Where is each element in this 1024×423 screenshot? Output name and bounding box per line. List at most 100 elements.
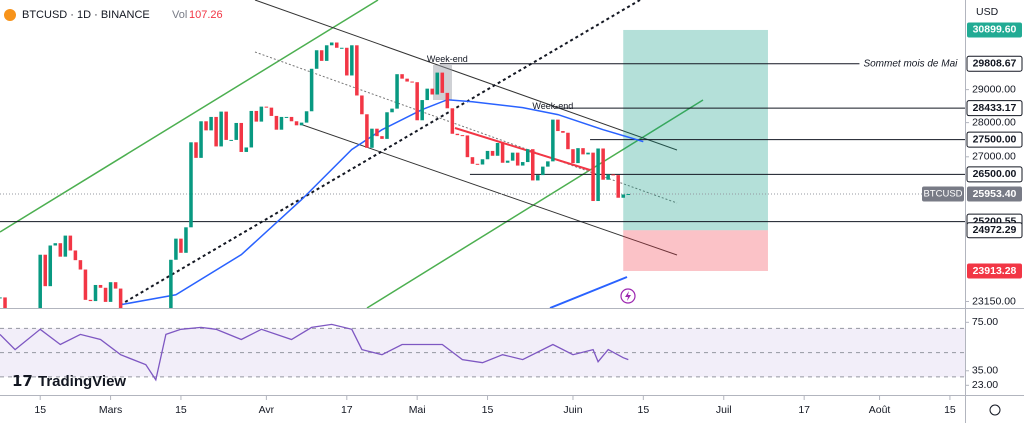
candle (531, 149, 535, 181)
x-tick-label: 15 (944, 404, 956, 416)
candle (78, 260, 83, 270)
level-label: 27500.00 (973, 133, 1017, 145)
candle (541, 166, 545, 176)
candle (274, 115, 279, 130)
channel-line (0, 0, 379, 233)
x-tick-label: Mai (409, 404, 426, 416)
stop-label: 23913.28 (973, 265, 1017, 277)
candle (118, 288, 123, 308)
candle (415, 82, 419, 121)
candle (360, 95, 364, 115)
y-tick-label: 27000.00 (972, 151, 1016, 163)
candle (475, 163, 480, 165)
candle (184, 227, 188, 253)
rsi-tick-label: 35.00 (972, 365, 998, 377)
candle (365, 114, 369, 148)
candle (510, 152, 515, 161)
candle (179, 238, 183, 253)
candle (425, 88, 429, 101)
candle (505, 160, 510, 163)
candle (340, 47, 344, 49)
candle (98, 284, 103, 288)
candle (350, 45, 354, 76)
candle (38, 254, 42, 308)
candle (88, 299, 93, 302)
symbol-title[interactable]: BTCUSD · 1D · BINANCE (22, 9, 150, 21)
candle (626, 193, 631, 195)
candle (43, 254, 47, 287)
candle (224, 111, 228, 140)
level-label-box (966, 166, 1023, 183)
candle (304, 111, 309, 123)
candle (108, 282, 113, 302)
candle (576, 148, 580, 164)
x-tick-label: 15 (175, 404, 187, 416)
event-icon[interactable] (620, 288, 636, 304)
event-icon-bolt (625, 291, 631, 301)
candle (480, 159, 485, 165)
annotation: Week-end (532, 101, 573, 111)
currency-label[interactable]: USD (976, 6, 999, 18)
candle (209, 116, 213, 131)
candle (566, 132, 570, 150)
x-tick-label: 15 (34, 404, 46, 416)
x-tick-label: 17 (798, 404, 810, 416)
candle (279, 116, 284, 130)
symbol-icon (4, 9, 16, 21)
x-tick-label: Juil (716, 404, 732, 416)
rsi-tick-label: 75.00 (972, 316, 998, 328)
settings-icon[interactable] (989, 404, 1001, 416)
symbol-tag-box (922, 186, 964, 202)
x-tick-label: Août (869, 404, 891, 416)
candle (551, 119, 555, 162)
x-tick-label: Mars (99, 404, 122, 416)
candle (0, 297, 2, 299)
target-label-box (967, 22, 1022, 38)
candle (219, 111, 223, 147)
x-tick-label: 15 (482, 404, 494, 416)
last-price-label: 25953.40 (973, 188, 1017, 200)
candle (169, 259, 173, 308)
candle (249, 110, 254, 148)
candle (470, 157, 475, 164)
candle (299, 122, 304, 126)
rsi-line (0, 323, 629, 382)
entry-label-box (966, 222, 1023, 239)
candle (48, 245, 53, 287)
brand-mark: 𝟭𝟳 (12, 373, 33, 390)
candle (229, 139, 233, 141)
candle (370, 128, 374, 148)
candle (83, 269, 88, 300)
trend-line (119, 0, 641, 306)
level-label: 28433.17 (973, 102, 1017, 114)
candle (581, 148, 585, 155)
candle (606, 174, 610, 180)
candle (500, 142, 505, 163)
rsi-pane (0, 323, 965, 382)
candle (113, 282, 118, 289)
candle (345, 47, 349, 76)
candle (515, 152, 520, 166)
channel-line (299, 123, 678, 256)
candle (465, 135, 470, 158)
candle (440, 72, 445, 93)
brand-logo: TradingView (38, 373, 126, 390)
candle (380, 136, 384, 139)
level-label-box (966, 131, 1023, 148)
y-tick-label: 28000.00 (972, 116, 1016, 128)
candle (525, 149, 530, 163)
candle (53, 243, 58, 246)
channel-line (254, 0, 678, 151)
candle (259, 106, 264, 122)
candle (571, 149, 575, 164)
candle (435, 72, 440, 95)
candle (450, 108, 455, 134)
target-label: 30899.60 (973, 24, 1017, 36)
candle (68, 235, 73, 251)
candle (294, 121, 299, 126)
volume-label: Vol (172, 9, 187, 21)
candle (284, 116, 289, 118)
trend-line (454, 127, 591, 171)
price-pane: Sommet mois de Mai Week-end Week-end (0, 0, 965, 308)
